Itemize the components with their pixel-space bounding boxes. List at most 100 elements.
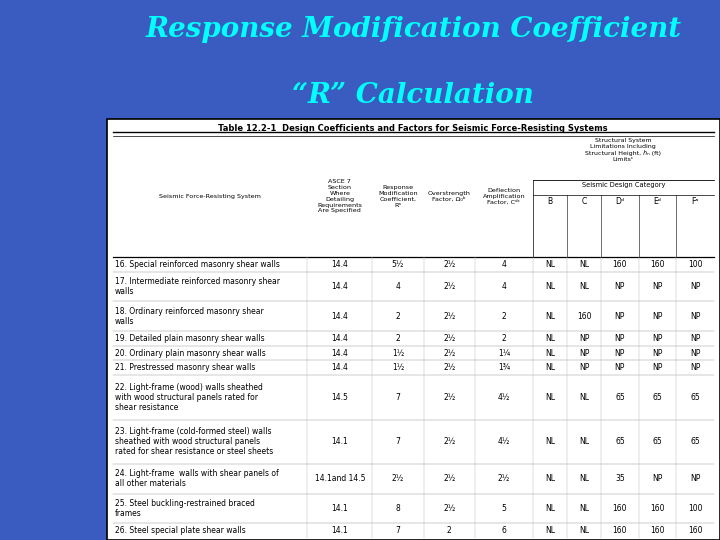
Text: 2½: 2½ bbox=[443, 312, 455, 321]
Text: Eᵈ: Eᵈ bbox=[654, 197, 662, 206]
Text: 160: 160 bbox=[577, 312, 591, 321]
Text: NP: NP bbox=[652, 474, 662, 483]
Text: NL: NL bbox=[545, 437, 555, 446]
Text: NL: NL bbox=[545, 282, 555, 291]
Text: 160: 160 bbox=[650, 504, 665, 513]
Text: 2½: 2½ bbox=[498, 474, 510, 483]
Text: 22. Light-frame (wood) walls sheathed
with wood structural panels rated for
shea: 22. Light-frame (wood) walls sheathed wi… bbox=[115, 383, 263, 412]
Text: 35: 35 bbox=[615, 474, 625, 483]
Text: NP: NP bbox=[690, 334, 701, 343]
Text: 4: 4 bbox=[501, 282, 506, 291]
Text: NP: NP bbox=[652, 348, 662, 357]
Text: NL: NL bbox=[545, 504, 555, 513]
Text: 4½: 4½ bbox=[498, 437, 510, 446]
Text: 16. Special reinforced masonry shear walls: 16. Special reinforced masonry shear wal… bbox=[115, 260, 280, 269]
Text: 1¾: 1¾ bbox=[498, 363, 510, 373]
Text: 2: 2 bbox=[501, 312, 506, 321]
Text: 14.5: 14.5 bbox=[331, 393, 348, 402]
Text: 14.4: 14.4 bbox=[331, 312, 348, 321]
Text: B: B bbox=[547, 197, 552, 206]
Text: 2½: 2½ bbox=[392, 474, 404, 483]
Text: 7: 7 bbox=[395, 393, 400, 402]
Text: 5: 5 bbox=[501, 504, 506, 513]
Text: 2½: 2½ bbox=[443, 504, 455, 513]
Text: NP: NP bbox=[615, 348, 625, 357]
Text: NL: NL bbox=[579, 437, 589, 446]
Text: 14.1: 14.1 bbox=[331, 504, 348, 513]
Text: 100: 100 bbox=[688, 504, 702, 513]
Text: NP: NP bbox=[690, 474, 701, 483]
Text: 160: 160 bbox=[688, 526, 702, 535]
Text: 24. Light-frame  walls with shear panels of
all other materials: 24. Light-frame walls with shear panels … bbox=[115, 469, 279, 488]
Text: 21. Prestressed masonry shear walls: 21. Prestressed masonry shear walls bbox=[115, 363, 256, 373]
Text: NL: NL bbox=[579, 282, 589, 291]
Text: NL: NL bbox=[579, 526, 589, 535]
Text: 2½: 2½ bbox=[443, 282, 455, 291]
Text: NP: NP bbox=[652, 282, 662, 291]
Text: NL: NL bbox=[545, 363, 555, 373]
Text: 65: 65 bbox=[690, 393, 700, 402]
Text: NP: NP bbox=[615, 282, 625, 291]
Text: 2½: 2½ bbox=[443, 348, 455, 357]
Text: 100: 100 bbox=[688, 260, 702, 269]
Text: 18. Ordinary reinforced masonry shear
walls: 18. Ordinary reinforced masonry shear wa… bbox=[115, 307, 264, 326]
Text: Fᵃ: Fᵃ bbox=[691, 197, 699, 206]
Text: NP: NP bbox=[690, 348, 701, 357]
Text: NP: NP bbox=[690, 282, 701, 291]
Text: NL: NL bbox=[545, 474, 555, 483]
Text: 17. Intermediate reinforced masonry shear
walls: 17. Intermediate reinforced masonry shea… bbox=[115, 277, 280, 296]
Text: NL: NL bbox=[579, 504, 589, 513]
Text: 14.1: 14.1 bbox=[331, 526, 348, 535]
Text: 65: 65 bbox=[690, 437, 700, 446]
Text: Overstrength
Factor, Ω₀ᵇ: Overstrength Factor, Ω₀ᵇ bbox=[428, 191, 471, 202]
Text: NP: NP bbox=[652, 334, 662, 343]
Text: NL: NL bbox=[545, 348, 555, 357]
Text: 65: 65 bbox=[652, 437, 662, 446]
Text: “R” Calculation: “R” Calculation bbox=[292, 82, 534, 109]
Text: 25. Steel buckling-restrained braced
frames: 25. Steel buckling-restrained braced fra… bbox=[115, 499, 255, 518]
Text: C: C bbox=[582, 197, 587, 206]
Text: 4½: 4½ bbox=[498, 393, 510, 402]
Text: 14.4: 14.4 bbox=[331, 348, 348, 357]
Text: 2½: 2½ bbox=[443, 363, 455, 373]
Text: 6: 6 bbox=[501, 526, 506, 535]
Text: NP: NP bbox=[615, 334, 625, 343]
Text: NP: NP bbox=[579, 363, 589, 373]
Text: 2½: 2½ bbox=[443, 474, 455, 483]
Text: Seismic Design Category: Seismic Design Category bbox=[582, 182, 665, 188]
Text: 14.4: 14.4 bbox=[331, 260, 348, 269]
Text: 65: 65 bbox=[615, 393, 625, 402]
Text: NL: NL bbox=[579, 260, 589, 269]
Text: 5½: 5½ bbox=[392, 260, 404, 269]
Text: Seismic Force-Resisting System: Seismic Force-Resisting System bbox=[159, 194, 261, 199]
Text: 4: 4 bbox=[501, 260, 506, 269]
Text: 160: 160 bbox=[613, 526, 627, 535]
Text: NP: NP bbox=[652, 363, 662, 373]
Text: 2: 2 bbox=[501, 334, 506, 343]
Text: 65: 65 bbox=[615, 437, 625, 446]
Text: ASCE 7
Section
Where
Detailing
Requirements
Are Specified: ASCE 7 Section Where Detailing Requireme… bbox=[318, 179, 362, 213]
Text: 19. Detailed plain masonry shear walls: 19. Detailed plain masonry shear walls bbox=[115, 334, 265, 343]
Text: 2: 2 bbox=[447, 526, 451, 535]
Text: NL: NL bbox=[545, 312, 555, 321]
Text: NP: NP bbox=[652, 312, 662, 321]
Text: NL: NL bbox=[545, 334, 555, 343]
Text: 1½: 1½ bbox=[392, 363, 404, 373]
Text: 2½: 2½ bbox=[443, 437, 455, 446]
Text: 2½: 2½ bbox=[443, 393, 455, 402]
Text: NL: NL bbox=[545, 393, 555, 402]
Text: Response
Modification
Coefficient,
Rᵃ: Response Modification Coefficient, Rᵃ bbox=[378, 185, 418, 207]
Text: 8: 8 bbox=[395, 504, 400, 513]
Text: NP: NP bbox=[579, 348, 589, 357]
Text: NP: NP bbox=[579, 334, 589, 343]
Text: 20. Ordinary plain masonry shear walls: 20. Ordinary plain masonry shear walls bbox=[115, 348, 266, 357]
Text: NP: NP bbox=[615, 363, 625, 373]
Text: 14.4: 14.4 bbox=[331, 363, 348, 373]
Text: Structural System
Limitations Including
Structural Height, ℎₙ (ft)
Limitsᶜ: Structural System Limitations Including … bbox=[585, 138, 662, 163]
Text: 14.1and 14.5: 14.1and 14.5 bbox=[315, 474, 365, 483]
Text: 1¼: 1¼ bbox=[498, 348, 510, 357]
Text: NL: NL bbox=[545, 260, 555, 269]
Text: 2½: 2½ bbox=[443, 260, 455, 269]
Text: Dᵈ: Dᵈ bbox=[616, 197, 624, 206]
Text: NP: NP bbox=[690, 363, 701, 373]
